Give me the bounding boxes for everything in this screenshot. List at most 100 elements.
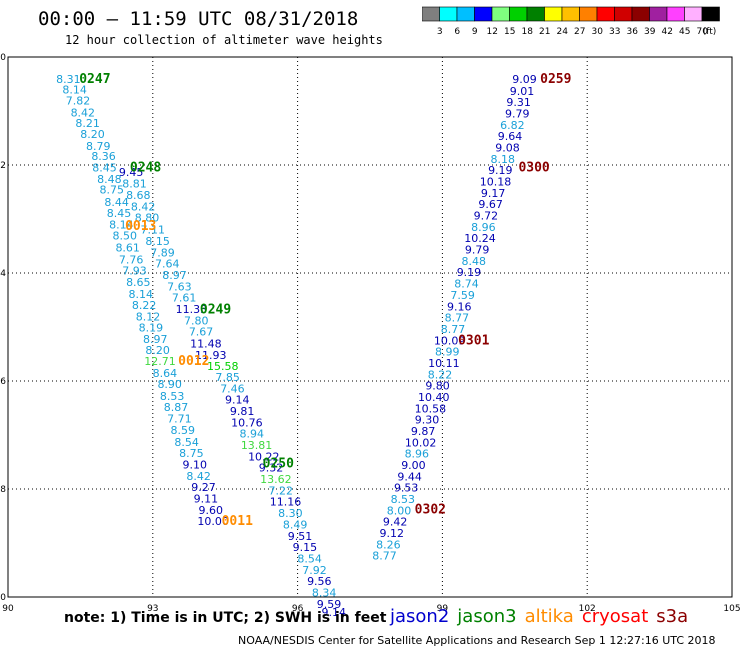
legend-label: 18 <box>522 27 534 37</box>
swh-value: 9.42 <box>383 516 408 529</box>
legend-label: 9 <box>472 27 478 37</box>
swh-value: 8.31 <box>56 73 81 86</box>
swh-value: 8.77 <box>372 550 397 563</box>
units-note: note: 1) Time is in UTC; 2) SWH is in fe… <box>64 610 387 626</box>
pass-time-label: 0301 <box>458 333 489 348</box>
satellite-key: jason2 jason3 altika cryosat s3a <box>390 606 696 627</box>
pass-time-label: 0012 <box>178 354 209 369</box>
swh-value: 8.96 <box>471 221 496 234</box>
swh-value: 8.65 <box>126 276 151 289</box>
swh-value: 8.18 <box>490 153 515 166</box>
map-subtitle: 12 hour collection of altimeter wave hei… <box>65 33 383 47</box>
y-tick-label: -36 <box>0 377 6 387</box>
legend-unit: (ft) <box>703 27 717 37</box>
swh-value: 8.99 <box>435 346 460 359</box>
map-title: 00:00 – 11:59 UTC 08/31/2018 <box>38 8 359 30</box>
swh-value: 9.31 <box>506 96 531 109</box>
swh-value: 8.42 <box>71 106 96 119</box>
swh-value: 9.27 <box>191 481 216 494</box>
swh-value: 11.16 <box>270 496 302 509</box>
pass-time-label: 0013 <box>125 219 156 234</box>
swh-value: 9.19 <box>457 266 482 279</box>
credit-footer: NOAA/NESDIS Center for Satellite Applica… <box>238 634 716 647</box>
swh-value: 7.11 <box>141 224 166 237</box>
swh-value: 10.24 <box>464 232 496 245</box>
swh-value: 9.53 <box>394 482 419 495</box>
swh-value: 8.87 <box>164 401 189 414</box>
satellite-jason2: jason2 <box>390 606 450 627</box>
legend-swatch <box>649 6 668 22</box>
swh-value: 8.48 <box>97 173 122 186</box>
legend-label: 12 <box>487 27 498 37</box>
legend-label: 3 <box>437 27 443 37</box>
swh-value: 8.26 <box>376 538 401 551</box>
legend-swatch <box>491 6 510 22</box>
swh-value: 9.19 <box>488 164 513 177</box>
legend-label: 45 <box>679 27 690 37</box>
pass-time-label: 0300 <box>518 160 549 175</box>
swh-value: 8.94 <box>239 428 264 441</box>
pass-time-label: 0247 <box>79 72 110 87</box>
legend-swatch <box>631 6 650 22</box>
swh-value: 9.56 <box>307 575 332 588</box>
swh-value: 8.77 <box>445 312 470 325</box>
swh-value: 12.71 <box>144 355 176 368</box>
legend-label: 24 <box>557 27 569 37</box>
legend-label: 21 <box>539 27 550 37</box>
swh-value: 9.11 <box>194 493 219 506</box>
swh-value: 13.62 <box>260 473 292 486</box>
legend-swatch <box>614 6 633 22</box>
pass-time-label: 0302 <box>415 502 446 517</box>
legend-label: 36 <box>627 27 639 37</box>
swh-value: 8.59 <box>170 424 195 437</box>
swh-value: 8.45 <box>92 161 117 174</box>
swh-value: 8.80 <box>135 212 160 225</box>
legend-swatch <box>596 6 615 22</box>
swh-value: 9.51 <box>288 530 313 543</box>
swh-value: 10.58 <box>415 402 447 415</box>
swh-value: 9.45 <box>119 166 144 179</box>
swh-value: 8.48 <box>462 255 487 268</box>
pass-time-label: 0248 <box>130 160 161 175</box>
swh-value: 8.15 <box>145 235 170 248</box>
swh-value: 7.93 <box>122 265 147 278</box>
swh-value: 9.08 <box>495 142 520 155</box>
swh-value: 7.82 <box>66 95 91 108</box>
swh-value: 9.87 <box>411 425 436 438</box>
swh-value: 7.59 <box>450 289 475 302</box>
swh-value: 8.12 <box>136 311 161 324</box>
y-tick-label: -38 <box>0 485 6 495</box>
legend-swatch <box>684 6 703 22</box>
swh-value: 8.61 <box>115 241 140 254</box>
pass-time-label: 0249 <box>200 303 231 318</box>
legend-swatch <box>666 6 685 22</box>
swh-value: 9.81 <box>230 405 255 418</box>
swh-value: 9.15 <box>293 541 318 554</box>
swh-value: 8.30 <box>278 507 303 520</box>
swh-value: 8.96 <box>405 448 430 461</box>
y-tick-label: -34 <box>0 269 6 279</box>
swh-value: 9.01 <box>510 85 535 98</box>
swh-value: 8.14 <box>62 84 87 97</box>
swh-value: 10.76 <box>231 416 263 429</box>
legend-label: 33 <box>609 27 620 37</box>
swh-value: 8.14 <box>109 219 134 232</box>
swh-value: 10.11 <box>428 357 460 370</box>
swh-value: 8.75 <box>100 184 125 197</box>
swh-value: 13.81 <box>241 439 273 452</box>
swh-value: 7.89 <box>150 246 175 259</box>
pass-time-label: 0259 <box>540 72 571 87</box>
swh-value: 8.74 <box>454 278 479 291</box>
swh-value: 9.59 <box>317 598 342 611</box>
y-tick-label: -40 <box>0 593 6 603</box>
swh-value: 8.77 <box>441 323 466 336</box>
swh-value: 9.12 <box>379 527 404 540</box>
swh-value: 11.33 <box>176 303 208 316</box>
swh-value: 10.00 <box>197 515 229 528</box>
swh-value: 6.82 <box>500 119 525 132</box>
swh-value: 9.00 <box>401 459 426 472</box>
swh-value: 8.79 <box>86 140 111 153</box>
swh-value: 7.71 <box>167 413 192 426</box>
swh-value: 8.44 <box>104 196 129 209</box>
